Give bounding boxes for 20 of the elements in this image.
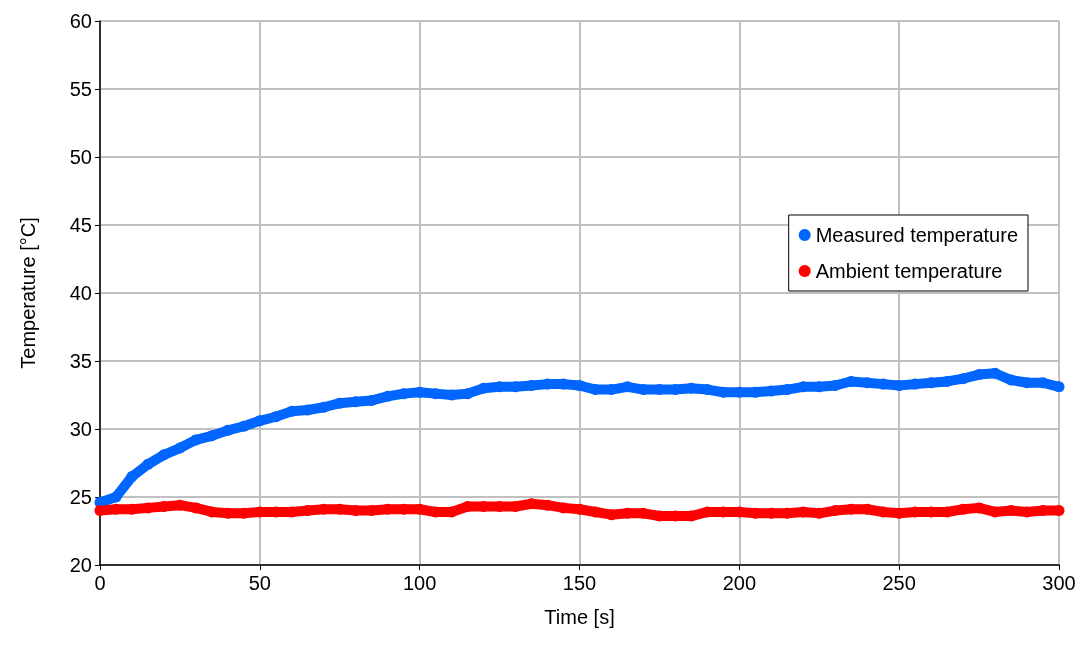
y-tick-label: 25 — [69, 486, 92, 508]
y-tick-label: 20 — [69, 554, 92, 576]
x-tick-label: 200 — [722, 572, 757, 594]
y-tick-label: 30 — [69, 418, 92, 440]
y-tick-label: 35 — [69, 350, 92, 372]
y-tick-label: 45 — [69, 214, 92, 236]
y-axis-title: Temperature [°C] — [17, 217, 39, 369]
legend-label: Ambient temperature — [815, 260, 1003, 282]
x-axis-title: Time [s] — [544, 606, 615, 628]
y-tick-label: 55 — [69, 78, 92, 100]
legend-label: Measured temperature — [815, 224, 1018, 246]
y-tick-label: 60 — [69, 10, 92, 32]
x-tick-label: 50 — [248, 572, 271, 594]
y-tick-label: 40 — [69, 282, 92, 304]
x-tick-label: 300 — [1042, 572, 1076, 594]
x-tick-label: 150 — [562, 572, 597, 594]
y-tick-label: 50 — [69, 146, 92, 168]
x-tick-label: 0 — [94, 572, 106, 594]
x-tick-label: 250 — [882, 572, 916, 594]
x-tick-label: 100 — [402, 572, 437, 594]
